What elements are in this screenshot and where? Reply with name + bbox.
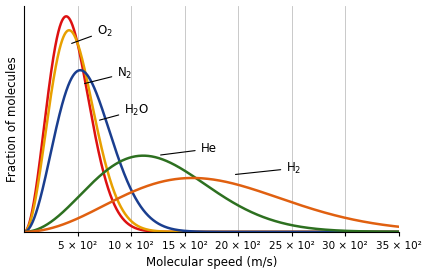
X-axis label: Molecular speed (m/s): Molecular speed (m/s): [145, 257, 276, 269]
Text: N$_2$: N$_2$: [84, 66, 132, 84]
Text: H$_2$: H$_2$: [235, 161, 301, 176]
Text: He: He: [160, 142, 216, 155]
Text: H$_2$O: H$_2$O: [99, 103, 149, 120]
Y-axis label: Fraction of molecules: Fraction of molecules: [6, 56, 18, 182]
Text: O$_2$: O$_2$: [72, 24, 112, 43]
